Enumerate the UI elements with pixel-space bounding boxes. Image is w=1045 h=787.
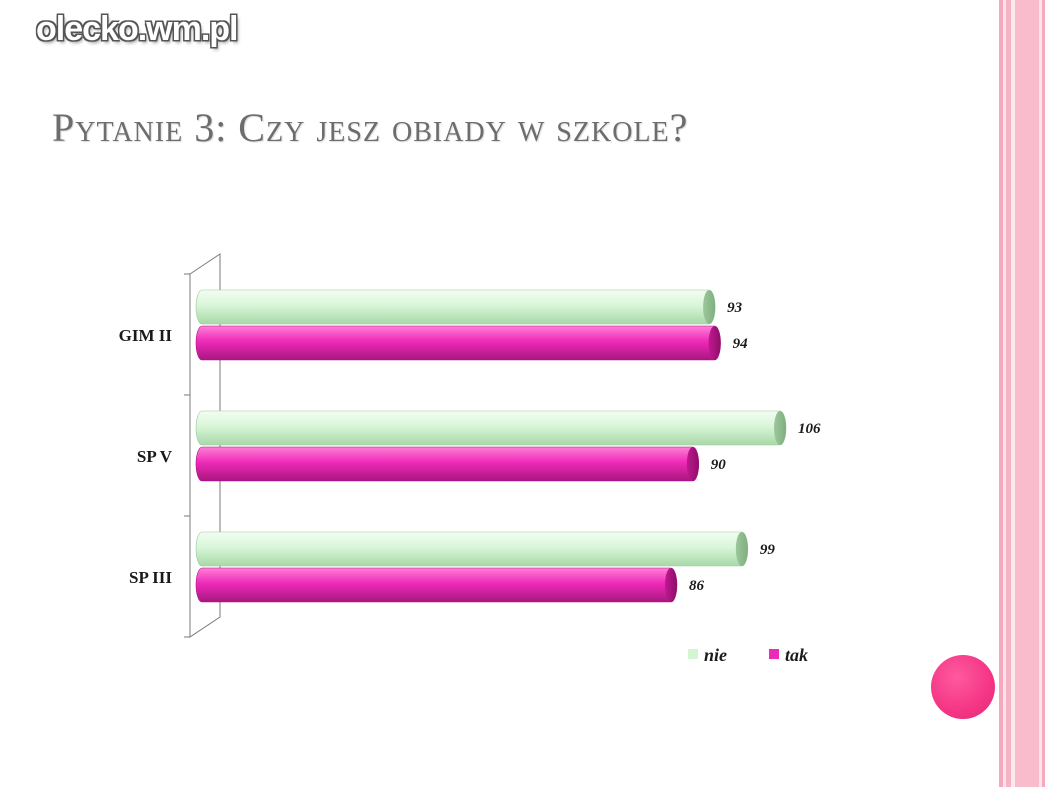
chart-bars: [195, 289, 787, 603]
bar-end-cap: [708, 326, 721, 360]
bar-end-cap: [664, 568, 677, 602]
category-label: GIM II: [119, 326, 173, 345]
data-label: 94: [733, 336, 749, 352]
bar-end-cap: [703, 290, 716, 324]
data-label: 106: [798, 421, 821, 437]
legend-label-tak: tak: [785, 645, 808, 665]
bar-end-cap: [686, 447, 699, 481]
bar-nie-sp-v: [195, 410, 787, 446]
legend-label-nie: nie: [704, 645, 727, 665]
legend-swatch-tak: [769, 649, 779, 659]
bar-end-cap: [735, 532, 748, 566]
bar-tak-sp-v: [195, 446, 700, 482]
bar-nie-sp-iii: [195, 531, 749, 567]
data-label: 99: [760, 542, 776, 558]
slide-title: Pytanie 3: Czy jesz obiady w szkole?: [52, 105, 689, 150]
bar-end-cap: [774, 411, 786, 445]
decorative-stripes: [999, 0, 1045, 787]
bar-nie-gim-ii: [195, 289, 716, 325]
data-label: 90: [711, 457, 727, 473]
bar-tak-gim-ii: [195, 325, 721, 361]
data-label: 86: [689, 578, 705, 594]
chart-legend: nie tak: [688, 645, 808, 665]
legend-swatch-nie: [688, 649, 698, 659]
chart-labels: 93 94 GIM II 106 90 SP V 99 86 SP III: [119, 300, 821, 594]
data-label: 93: [727, 300, 743, 316]
decorative-dot: [931, 655, 995, 719]
category-label: SP V: [137, 447, 173, 466]
site-watermark: olecko.wm.pl: [36, 10, 238, 48]
category-label: SP III: [129, 568, 172, 587]
bar-tak-sp-iii: [195, 567, 678, 603]
chart-axes: [184, 253, 221, 638]
